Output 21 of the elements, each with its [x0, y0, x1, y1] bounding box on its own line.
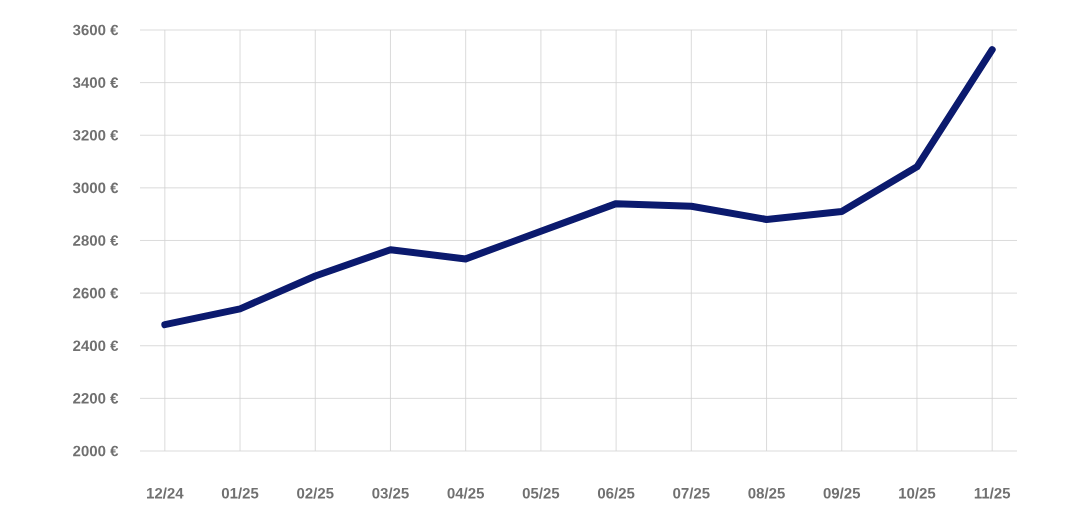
y-tick-label: 2800 € [73, 235, 119, 246]
y-tick-label: 3400 € [72, 77, 119, 88]
x-tick-label: 07/25 [673, 487, 710, 499]
y-tick-label: 2600 € [73, 287, 119, 299]
x-tick-label: 06/25 [597, 487, 635, 499]
x-tick-label: 02/25 [297, 487, 334, 499]
x-tick-label: 04/25 [447, 487, 485, 499]
y-tick-label: 3000 € [72, 182, 119, 194]
x-tick-label: 09/25 [823, 487, 861, 499]
x-tick-label: 01/25 [221, 487, 259, 499]
x-tick-label: 03/25 [372, 487, 409, 499]
y-tick-label: 2400 € [73, 340, 119, 352]
x-tick-label: 12/24 [147, 487, 184, 499]
y-tick-label: 3600 € [72, 24, 119, 36]
x-tick-label: 10/25 [899, 487, 936, 499]
x-tick-label: 11/25 [974, 487, 1011, 499]
x-tick-label: 08/25 [748, 487, 785, 499]
y-tick-label: 2200 € [73, 393, 119, 404]
y-tick-label: 3200 € [72, 129, 119, 141]
x-tick-label: 05/25 [522, 487, 560, 499]
y-tick-label: 2000 € [73, 445, 119, 457]
